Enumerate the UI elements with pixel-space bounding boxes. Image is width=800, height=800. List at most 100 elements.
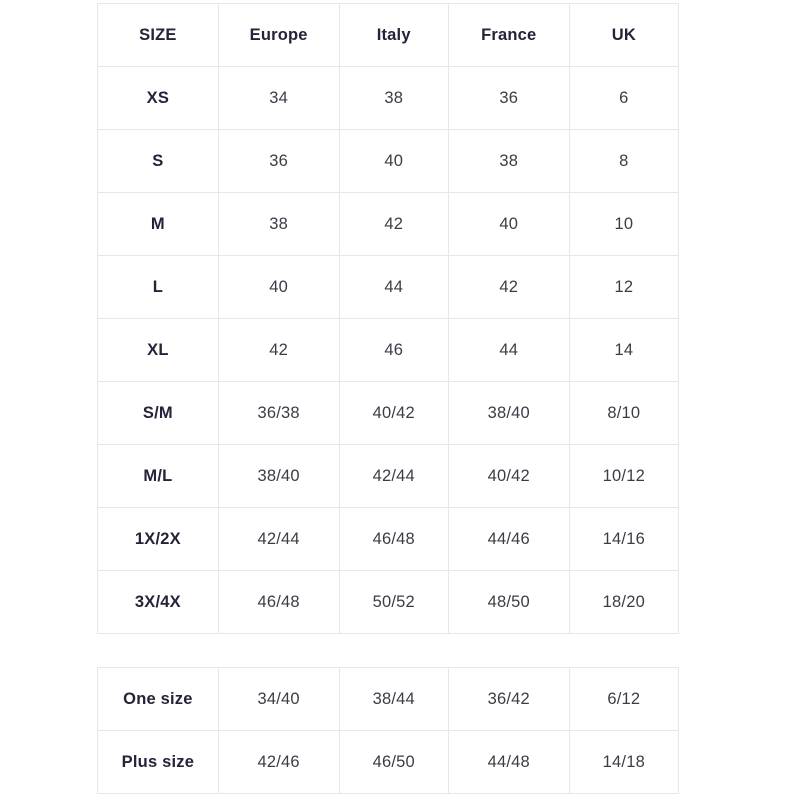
size-label-cell-text: Plus size — [121, 752, 195, 771]
cell-europe: 42 — [217, 318, 340, 382]
cell-france-text: 42 — [499, 277, 519, 296]
column-header-italy-text: Italy — [376, 25, 411, 44]
size-label-cell-text: XS — [146, 88, 170, 107]
size-label-cell: XS — [97, 66, 219, 130]
table-row: S/M 36/38 40/42 38/40 8/10 — [97, 381, 680, 445]
cell-france: 44/46 — [447, 507, 570, 571]
cell-uk-text: 10/12 — [602, 466, 645, 485]
size-label-cell: 3X/4X — [97, 570, 219, 634]
cell-italy-text: 44 — [384, 277, 404, 296]
cell-italy: 46/50 — [338, 730, 449, 794]
table-row: Plus size 42/46 46/50 44/48 14/18 — [97, 730, 680, 794]
cell-italy-text: 40/42 — [372, 403, 415, 422]
cell-europe-text: 42 — [269, 340, 289, 359]
column-header-size: SIZE — [97, 3, 219, 67]
cell-europe-text: 36/38 — [257, 403, 300, 422]
cell-europe: 40 — [217, 255, 340, 319]
table-row: XS 34 38 36 6 — [97, 66, 680, 130]
cell-france: 40/42 — [447, 444, 570, 508]
size-label-cell: Plus size — [97, 730, 219, 794]
size-label-cell-text: S — [152, 151, 164, 170]
cell-uk-text: 18/20 — [602, 592, 645, 611]
cell-france: 38/40 — [447, 381, 570, 445]
cell-uk: 6 — [568, 66, 680, 130]
cell-italy-text: 38 — [384, 88, 404, 107]
cell-france-text: 48/50 — [487, 592, 530, 611]
cell-europe-text: 42/44 — [257, 529, 300, 548]
table-body: XS 34 38 36 6 S 36 40 38 8 M 38 42 40 10 L 40 44 42 12 XL 42 4… — [97, 66, 680, 634]
size-label-cell-text: M/L — [143, 466, 173, 485]
table-row: 3X/4X 46/48 50/52 48/50 18/20 — [97, 570, 680, 634]
size-label-cell: L — [97, 255, 219, 319]
size-label-cell-text: One size — [123, 689, 193, 708]
cell-italy: 40/42 — [338, 381, 449, 445]
cell-italy: 38 — [338, 66, 449, 130]
cell-france-text: 36 — [499, 88, 519, 107]
cell-europe: 38/40 — [217, 444, 340, 508]
cell-italy-text: 50/52 — [372, 592, 415, 611]
cell-italy-text: 46/48 — [372, 529, 415, 548]
size-label-cell: XL — [97, 318, 219, 382]
cell-italy: 44 — [338, 255, 449, 319]
cell-uk-text: 14/18 — [602, 752, 645, 771]
cell-italy: 40 — [338, 129, 449, 193]
size-label-cell: M/L — [97, 444, 219, 508]
cell-uk: 12 — [568, 255, 680, 319]
cell-italy: 42/44 — [338, 444, 449, 508]
cell-france: 48/50 — [447, 570, 570, 634]
one-size-plus-size-table: One size 34/40 38/44 36/42 6/12 Plus size 42/4… — [97, 667, 680, 794]
cell-uk: 8 — [568, 129, 680, 193]
table-row: XL 42 46 44 14 — [97, 318, 680, 382]
cell-france-text: 40/42 — [487, 466, 530, 485]
cell-italy: 46/48 — [338, 507, 449, 571]
cell-europe: 42/46 — [217, 730, 340, 794]
cell-europe: 38 — [217, 192, 340, 256]
size-label-cell: One size — [97, 667, 219, 731]
cell-france: 36 — [447, 66, 570, 130]
table-header-row: SIZE Europe Italy France UK — [97, 3, 680, 67]
cell-france: 38 — [447, 129, 570, 193]
cell-france: 40 — [447, 192, 570, 256]
cell-italy-text: 46/50 — [372, 752, 415, 771]
cell-europe-text: 34/40 — [257, 689, 300, 708]
cell-europe: 36/38 — [217, 381, 340, 445]
cell-france-text: 44/46 — [487, 529, 530, 548]
cell-europe-text: 42/46 — [257, 752, 300, 771]
cell-uk-text: 14/16 — [602, 529, 645, 548]
cell-europe-text: 34 — [269, 88, 289, 107]
cell-europe-text: 40 — [269, 277, 289, 296]
cell-uk: 14/16 — [568, 507, 680, 571]
size-label-cell-text: XL — [147, 340, 169, 359]
cell-france-text: 44/48 — [487, 752, 530, 771]
cell-uk-text: 8/10 — [607, 403, 641, 422]
cell-france: 36/42 — [447, 667, 570, 731]
cell-france-text: 44 — [499, 340, 519, 359]
size-label-cell: M — [97, 192, 219, 256]
size-label-cell-text: S/M — [142, 403, 173, 422]
cell-uk-text: 8 — [619, 151, 629, 170]
column-header-france-text: France — [481, 25, 537, 44]
cell-italy-text: 42/44 — [372, 466, 415, 485]
table-row: M/L 38/40 42/44 40/42 10/12 — [97, 444, 680, 508]
table-header: SIZE Europe Italy France UK — [97, 3, 680, 67]
cell-italy: 50/52 — [338, 570, 449, 634]
cell-france-text: 40 — [499, 214, 519, 233]
cell-italy: 46 — [338, 318, 449, 382]
size-label-cell: S/M — [97, 381, 219, 445]
size-conversion-table-container: SIZE Europe Italy France UK XS 34 38 36 6 S 36 40 38… — [97, 3, 680, 634]
cell-uk-text: 6/12 — [607, 689, 641, 708]
cell-france: 44 — [447, 318, 570, 382]
table-row: 1X/2X 42/44 46/48 44/46 14/16 — [97, 507, 680, 571]
table-row: M 38 42 40 10 — [97, 192, 680, 256]
table-row: L 40 44 42 12 — [97, 255, 680, 319]
cell-uk: 10/12 — [568, 444, 680, 508]
column-header-uk-text: UK — [611, 25, 636, 44]
table-body: One size 34/40 38/44 36/42 6/12 Plus size 42/4… — [97, 667, 680, 794]
table-row: S 36 40 38 8 — [97, 129, 680, 193]
cell-italy: 42 — [338, 192, 449, 256]
size-label-cell-text: 3X/4X — [134, 592, 181, 611]
cell-uk-text: 10 — [614, 214, 634, 233]
size-label-cell-text: M — [150, 214, 165, 233]
cell-uk-text: 14 — [614, 340, 634, 359]
table-row: One size 34/40 38/44 36/42 6/12 — [97, 667, 680, 731]
